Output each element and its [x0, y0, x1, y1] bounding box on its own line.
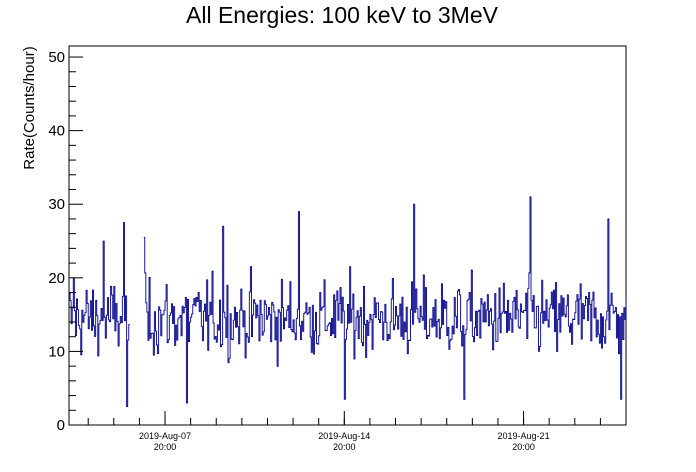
x-tick-time: 20:00 — [512, 442, 535, 452]
x-tick-date: 2019-Aug-14 — [318, 431, 370, 441]
rate-series-line — [69, 196, 627, 408]
y-tick-label: 40 — [48, 123, 65, 140]
data-layer — [69, 196, 627, 408]
y-tick-label: 50 — [48, 49, 65, 66]
y-tick-label: 20 — [48, 270, 65, 287]
x-major-ticks — [164, 411, 525, 425]
y-tick-label: 10 — [48, 343, 65, 360]
plot-area — [68, 45, 627, 426]
x-tick-labels: 2019-Aug-0720:002019-Aug-1420:002019-Aug… — [139, 431, 550, 452]
plot-frame — [68, 45, 627, 426]
chart-title: All Energies: 100 keV to 3MeV — [186, 2, 499, 28]
y-axis-label: Rate(Counts/hour) — [21, 46, 38, 169]
x-tick-date: 2019-Aug-21 — [498, 431, 550, 441]
y-tick-label: 30 — [48, 196, 65, 213]
y-major-ticks — [69, 56, 83, 426]
x-minor-ticks — [87, 418, 627, 425]
y-minor-ticks — [69, 71, 76, 411]
x-tick-date: 2019-Aug-07 — [139, 431, 191, 441]
x-tick-time: 20:00 — [154, 442, 177, 452]
y-tick-label: 0 — [57, 417, 65, 434]
y-tick-labels: 0 10 20 30 40 50 — [48, 49, 65, 434]
x-tick-time: 20:00 — [333, 442, 356, 452]
